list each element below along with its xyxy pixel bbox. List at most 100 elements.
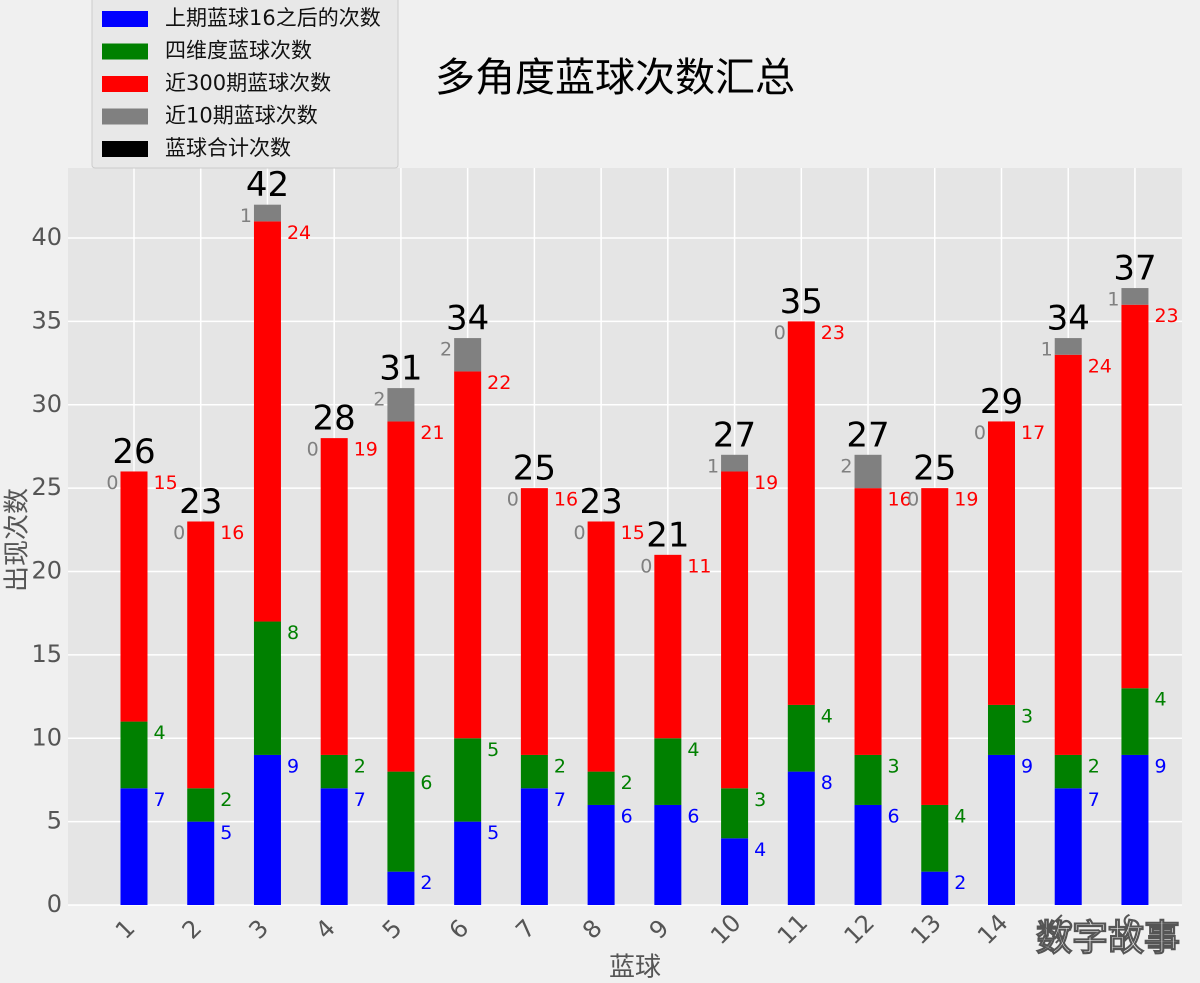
bar-segment: [387, 871, 415, 905]
value-label: 4: [954, 805, 966, 827]
value-label: 5: [487, 822, 499, 844]
bar-segment: [387, 771, 415, 872]
value-label: 21: [420, 422, 444, 444]
value-label: 0: [507, 489, 519, 511]
bar-segment: [187, 521, 215, 789]
value-label: 15: [621, 522, 645, 544]
value-label: 7: [554, 789, 566, 811]
bar-segment: [320, 754, 348, 789]
value-label: 6: [621, 805, 633, 827]
bar-segment: [787, 321, 815, 705]
value-label: 16: [888, 489, 912, 511]
value-label: 4: [754, 839, 766, 861]
bar-segment: [787, 704, 815, 772]
value-label: 6: [888, 805, 900, 827]
bar-segment: [854, 754, 882, 805]
value-label: 9: [287, 755, 299, 777]
value-label: 5: [220, 822, 232, 844]
y-tick-label: 35: [31, 306, 62, 334]
bar-segment: [854, 804, 882, 905]
bar-segment: [987, 754, 1015, 905]
value-label: 24: [1088, 355, 1112, 377]
value-label: 3: [754, 789, 766, 811]
value-label: 2: [840, 455, 852, 477]
value-label: 4: [1154, 689, 1166, 711]
y-tick-label: 0: [47, 890, 62, 918]
legend-label: 近300期蓝球次数: [165, 71, 331, 95]
bar-segment: [520, 488, 548, 755]
bar-segment: [454, 338, 482, 372]
bar-segment: [587, 804, 615, 905]
total-label: 27: [713, 415, 756, 455]
value-label: 2: [220, 789, 232, 811]
x-axis-label: 蓝球: [609, 953, 661, 983]
value-label: 1: [1041, 339, 1053, 361]
bar-segment: [1054, 338, 1082, 355]
value-label: 2: [420, 872, 432, 894]
value-label: 6: [687, 805, 699, 827]
total-label: 42: [246, 165, 289, 205]
legend-swatch: [102, 76, 148, 92]
legend-swatch: [102, 11, 148, 27]
bar-segment: [387, 388, 415, 422]
value-label: 0: [106, 472, 118, 494]
bar-segment: [187, 821, 215, 905]
bar-segment: [253, 621, 281, 755]
value-label: 1: [707, 455, 719, 477]
value-label: 19: [754, 472, 778, 494]
y-tick-label: 25: [31, 473, 62, 501]
value-label: 23: [821, 322, 845, 344]
bar-segment: [654, 554, 682, 739]
value-label: 2: [1088, 755, 1100, 777]
bar-segment: [454, 371, 482, 739]
bar-segment: [1121, 304, 1149, 689]
value-label: 4: [821, 705, 833, 727]
value-label: 0: [907, 489, 919, 511]
value-label: 2: [354, 755, 366, 777]
value-label: 2: [373, 389, 385, 411]
bar-segment: [654, 804, 682, 905]
bar-segment: [921, 488, 949, 805]
value-label: 19: [354, 439, 378, 461]
value-label: 22: [487, 372, 511, 394]
bar-segment: [387, 421, 415, 772]
value-label: 2: [621, 772, 633, 794]
y-tick-label: 20: [31, 557, 62, 585]
value-label: 0: [640, 555, 652, 577]
y-tick-label: 10: [31, 723, 62, 751]
value-label: 3: [1021, 705, 1033, 727]
legend-label: 近10期蓝球次数: [165, 104, 318, 128]
total-label: 37: [1113, 249, 1156, 289]
bar-segment: [253, 204, 281, 222]
value-label: 3: [888, 755, 900, 777]
bar-segment: [587, 771, 615, 805]
value-label: 16: [220, 522, 244, 544]
y-axis-label: 出现次数: [3, 488, 33, 592]
legend-label: 蓝球合计次数: [165, 136, 291, 160]
watermark: 数字故事: [1036, 918, 1180, 959]
y-tick-label: 30: [31, 390, 62, 418]
value-label: 0: [307, 439, 319, 461]
total-label: 23: [579, 482, 622, 522]
y-tick-label: 15: [31, 640, 62, 668]
total-label: 25: [913, 449, 956, 489]
bar-segment: [654, 738, 682, 805]
legend: 上期蓝球16之后的次数四维度蓝球次数近300期蓝球次数近10期蓝球次数蓝球合计次…: [91, 0, 399, 169]
total-label: 26: [112, 432, 155, 472]
bar-segment: [1054, 754, 1082, 789]
value-label: 0: [974, 422, 986, 444]
legend-label: 四维度蓝球次数: [165, 39, 312, 63]
total-label: 31: [379, 349, 422, 389]
value-label: 5: [487, 739, 499, 761]
bar-segment: [320, 438, 348, 755]
bar-segment: [721, 838, 749, 905]
bar-segment: [1121, 688, 1149, 755]
value-label: 16: [554, 489, 578, 511]
bar-segment: [120, 788, 148, 905]
bar-segment: [721, 471, 749, 789]
bar-segment: [987, 704, 1015, 755]
bar-segment: [1054, 354, 1082, 755]
bar-segment: [921, 804, 949, 872]
value-label: 4: [154, 722, 166, 744]
